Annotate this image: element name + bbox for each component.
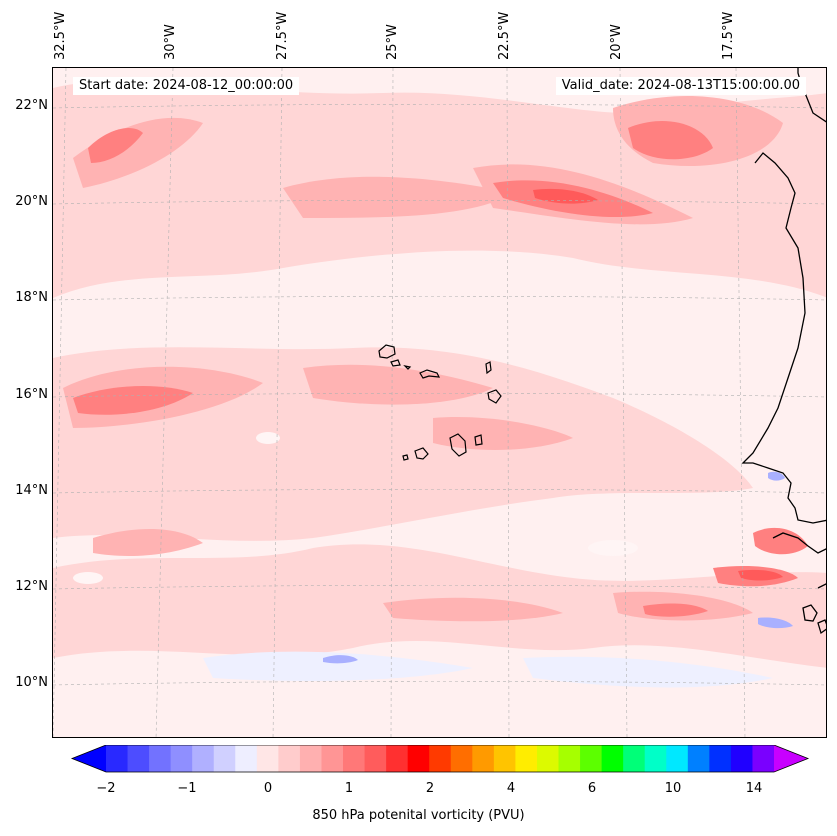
cape-verde-islands bbox=[378, 344, 502, 461]
colorbar-segment bbox=[558, 745, 581, 772]
pv-negative-sw bbox=[203, 651, 473, 681]
clearing-1 bbox=[256, 432, 280, 444]
colorbar-segment bbox=[235, 745, 258, 772]
lon-label-22-5w: 22.5°W bbox=[497, 11, 512, 60]
colorbar-segment bbox=[429, 745, 452, 772]
lat-label-16n: 16°N bbox=[15, 387, 48, 402]
colorbar-tick-2: 2 bbox=[425, 781, 435, 796]
colorbar-segment bbox=[709, 745, 732, 772]
colorbar-segment bbox=[256, 745, 279, 772]
island-sao-nicolau bbox=[419, 369, 441, 379]
lon-label-17-5w: 17.5°W bbox=[721, 11, 736, 60]
colorbar-segment bbox=[472, 745, 495, 772]
colorbar-segment bbox=[192, 745, 215, 772]
colorbar-segment bbox=[644, 745, 667, 772]
colorbar-segment bbox=[730, 745, 754, 772]
colorbar-segment bbox=[127, 745, 150, 772]
lon-label-32-5w: 32.5°W bbox=[53, 11, 68, 60]
colorbar-segment bbox=[321, 745, 344, 772]
island-fogo bbox=[414, 447, 429, 460]
lon-label-20w: 20°W bbox=[609, 24, 624, 60]
pv-streak-central-1 bbox=[303, 364, 493, 405]
pv-streak-sw bbox=[93, 528, 203, 556]
island-santa-luzia bbox=[403, 365, 412, 370]
colorbar-segment bbox=[106, 745, 129, 772]
colorbar-segment bbox=[687, 745, 710, 772]
clearing-2 bbox=[73, 572, 103, 584]
colorbar-segment bbox=[364, 745, 387, 772]
pv-max-north bbox=[533, 188, 598, 204]
lat-label-20n: 20°N bbox=[15, 194, 48, 209]
colorbar-segment bbox=[343, 745, 366, 772]
colorbar-segment bbox=[666, 745, 689, 772]
colorbar-segment bbox=[149, 745, 172, 772]
island-sal bbox=[485, 361, 492, 375]
colorbar-tick-0: 0 bbox=[263, 781, 273, 796]
valid-date-label: Valid_date: 2024-08-13T15:00:00.00 bbox=[555, 77, 806, 95]
lat-label-12n: 12°N bbox=[15, 579, 48, 594]
lat-label-22n: 22°N bbox=[15, 98, 48, 113]
colorbar-extend-max bbox=[774, 745, 808, 772]
pv-streak-s bbox=[383, 597, 563, 622]
island-boa-vista bbox=[487, 389, 502, 404]
pv-max-se bbox=[738, 569, 783, 581]
map-panel: Start date: 2024-08-12_00:00:00 Valid_da… bbox=[52, 67, 827, 738]
pv-streak-nw bbox=[73, 117, 203, 188]
colorbar-segment bbox=[213, 745, 236, 772]
colorbar-segment bbox=[450, 745, 473, 772]
pv-core-coast bbox=[753, 527, 808, 555]
colorbar-segment bbox=[170, 745, 193, 772]
clearing-3 bbox=[588, 540, 638, 556]
island-brava bbox=[402, 454, 409, 461]
pv-negative-blue-1 bbox=[323, 655, 358, 664]
lat-label-18n: 18°N bbox=[15, 290, 48, 305]
lon-label-25w: 25°W bbox=[385, 24, 400, 60]
colorbar-tick-14: 14 bbox=[745, 781, 763, 796]
colorbar-tick-minus-1: −1 bbox=[177, 781, 197, 796]
colorbar-segment bbox=[580, 745, 603, 772]
graticule bbox=[53, 68, 826, 737]
pv-negative-blue-2 bbox=[758, 617, 793, 629]
pv-core-se-2 bbox=[643, 603, 708, 617]
start-date-label: Start date: 2024-08-12_00:00:00 bbox=[73, 77, 300, 95]
island-sao-vicente bbox=[390, 359, 401, 367]
colorbar-tick-minus-2: −2 bbox=[96, 781, 116, 796]
colorbar-segment bbox=[386, 745, 409, 772]
pv-core-ne bbox=[628, 120, 713, 160]
colorbar-segment bbox=[536, 745, 560, 772]
colorbar-segment bbox=[752, 745, 775, 772]
pv-streak-central-2 bbox=[433, 417, 573, 450]
colorbar-tick-6: 6 bbox=[587, 781, 597, 796]
colorbar-tick-4: 4 bbox=[506, 781, 516, 796]
island-santo-antao bbox=[378, 344, 396, 359]
lat-label-10n: 10°N bbox=[15, 675, 48, 690]
pv-core-nw bbox=[88, 128, 143, 163]
colorbar-extend-min bbox=[72, 745, 106, 772]
colorbar-segment bbox=[278, 745, 301, 772]
colorbar-tick-1: 1 bbox=[344, 781, 354, 796]
lon-label-30w: 30°W bbox=[163, 24, 178, 60]
colorbar-tick-10: 10 bbox=[664, 781, 682, 796]
colorbar-segment bbox=[299, 745, 323, 772]
colorbar-outline bbox=[70, 745, 810, 773]
pv-negative-south bbox=[523, 656, 773, 688]
pv-field-map bbox=[53, 68, 826, 737]
colorbar-segment bbox=[601, 745, 624, 772]
colorbar-label: 850 hPa potenital vorticity (PVU) bbox=[312, 808, 525, 823]
lon-label-27-5w: 27.5°W bbox=[275, 11, 290, 60]
pv-core-west bbox=[73, 386, 193, 415]
pv-streak-north-1 bbox=[283, 176, 513, 218]
colorbar-segment bbox=[407, 745, 430, 772]
colorbar-segment bbox=[493, 745, 517, 772]
lat-label-14n: 14°N bbox=[15, 483, 48, 498]
pv-negative-blue-3 bbox=[768, 471, 785, 481]
colorbar bbox=[70, 745, 810, 773]
island-maio bbox=[474, 434, 483, 446]
island-santiago bbox=[449, 433, 467, 457]
colorbar-segment bbox=[623, 745, 646, 772]
colorbar-segment bbox=[515, 745, 538, 772]
